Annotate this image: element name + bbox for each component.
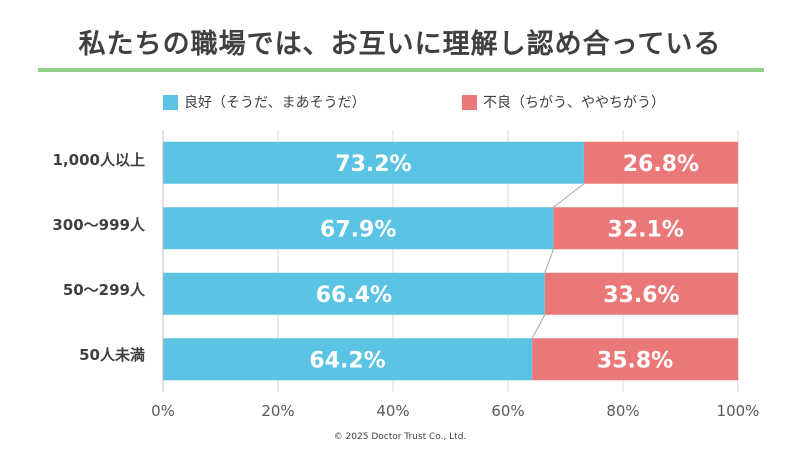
legend: 良好（そうだ、まあそうだ） 不良（ちがう、ややちがう） — [0, 92, 800, 112]
series-line — [531, 314, 546, 339]
x-tick-label: 60% — [491, 402, 525, 420]
bar-label-good: 73.2% — [335, 152, 411, 177]
category-label: 1,000人以上 — [52, 151, 145, 169]
bar-good — [163, 207, 554, 250]
legend-label-good: 良好（そうだ、まあそうだ） — [184, 95, 366, 111]
legend-item-bad: 不良（ちがう、ややちがう） — [462, 92, 665, 112]
chart-title: 私たちの職場では、お互いに理解し認め合っている — [78, 29, 722, 60]
copyright: © 2025 Doctor Trust Co., Ltd. — [333, 432, 467, 442]
bar-label-good: 66.4% — [316, 283, 392, 308]
x-tick-label: 80% — [606, 402, 640, 420]
bar-label-good: 64.2% — [309, 348, 385, 373]
category-label: 300～999人 — [52, 216, 145, 234]
legend-item-good: 良好（そうだ、まあそうだ） — [163, 92, 366, 112]
bar-bad — [553, 207, 738, 250]
series-line — [544, 249, 554, 273]
legend-label-bad: 不良（ちがう、ややちがう） — [483, 95, 665, 111]
category-label: 50人未満 — [79, 346, 145, 364]
bar-good — [163, 338, 533, 381]
category-label: 50～299人 — [62, 281, 145, 299]
x-tick-label: 20% — [261, 402, 295, 420]
x-tick-label: 0% — [151, 402, 175, 420]
x-tick-label: 40% — [376, 402, 410, 420]
x-tick-label: 100% — [716, 402, 760, 420]
bar-label-bad: 33.6% — [603, 283, 679, 308]
title-underline — [38, 68, 764, 72]
series-line — [553, 183, 585, 208]
bar-bad — [544, 272, 738, 315]
bar-label-bad: 26.8% — [623, 152, 699, 177]
bar-good — [163, 141, 584, 184]
legend-swatch-bad — [462, 94, 477, 110]
bar-bad — [532, 338, 738, 381]
bar-label-bad: 35.8% — [597, 348, 673, 373]
bar-good — [163, 272, 545, 315]
bar-bad — [583, 141, 738, 184]
bar-label-bad: 32.1% — [608, 217, 684, 242]
bar-label-good: 67.9% — [320, 217, 396, 242]
legend-swatch-good — [163, 94, 178, 110]
